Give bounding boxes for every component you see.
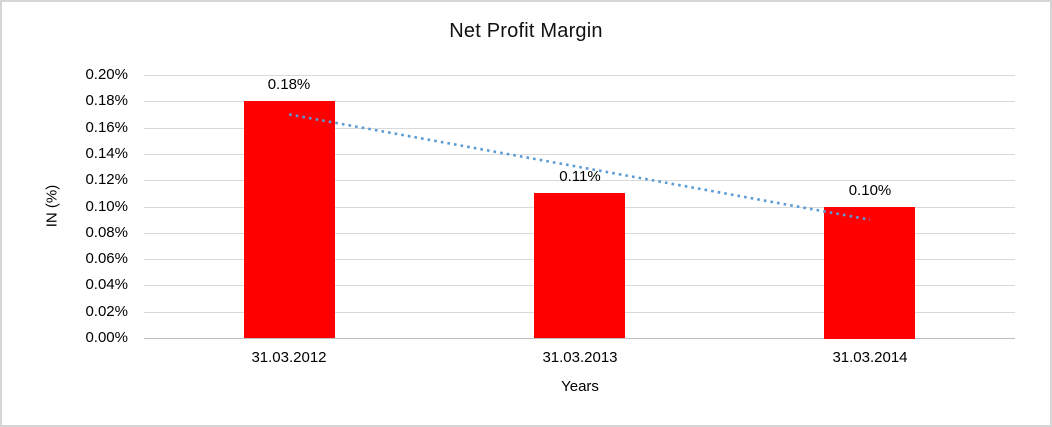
data-label: 0.11% — [559, 168, 601, 185]
y-axis-tick-label: 0.02% — [85, 303, 128, 320]
bar[interactable] — [244, 101, 335, 338]
gridline — [144, 128, 1015, 129]
y-axis-tick-label: 0.04% — [85, 276, 128, 293]
y-axis-tick-label: 0.12% — [85, 171, 128, 188]
x-axis-tick-label: 31.03.2012 — [251, 349, 327, 366]
gridline — [144, 101, 1015, 102]
x-axis-title: Years — [561, 378, 599, 395]
x-axis-tick-label: 31.03.2013 — [542, 349, 618, 366]
x-axis-line — [144, 338, 1015, 339]
gridline — [144, 75, 1015, 76]
chart-title: Net Profit Margin — [449, 20, 603, 42]
y-axis-tick-label: 0.20% — [85, 66, 128, 83]
y-axis-tick-label: 0.18% — [85, 92, 128, 109]
data-label: 0.10% — [848, 182, 892, 199]
y-axis-title: IN (%) — [43, 184, 61, 228]
trendline-layer — [288, 113, 871, 221]
y-axis-tick-label: 0.06% — [85, 250, 128, 267]
bar[interactable] — [824, 207, 915, 339]
x-axis-tick-label: 31.03.2014 — [832, 349, 908, 366]
y-axis-tick-label: 0.00% — [85, 329, 128, 346]
y-axis-tick-label: 0.08% — [85, 224, 128, 241]
gridline — [144, 180, 1015, 181]
y-axis-tick-label: 0.16% — [85, 119, 128, 136]
y-axis-tick-label: 0.14% — [85, 145, 128, 162]
trendline[interactable] — [288, 113, 871, 221]
data-label: 0.18% — [267, 76, 311, 93]
gridline — [144, 154, 1015, 155]
bar[interactable] — [534, 193, 625, 338]
y-axis-tick-label: 0.10% — [85, 198, 128, 215]
